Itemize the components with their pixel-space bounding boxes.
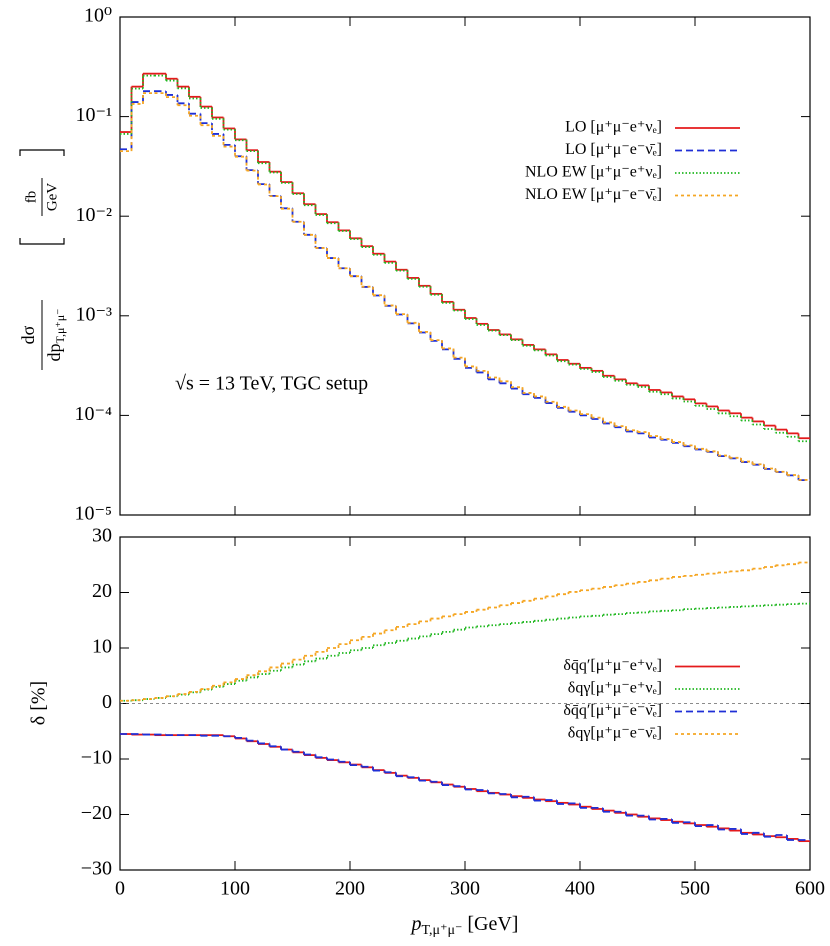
legend-label: δq̄q′[μ⁺μ⁻e⁺νₑ] xyxy=(563,657,662,674)
x-label-subscript: T,μ⁺μ⁻ xyxy=(422,923,463,938)
step-riser xyxy=(130,75,800,442)
step-riser xyxy=(130,562,800,701)
unit-denominator: GeV xyxy=(44,183,60,211)
x-tick-label: 300 xyxy=(450,878,480,900)
annotation: √s = 13 TeV, TGC setup xyxy=(175,373,368,395)
legend-label: LO [μ⁺μ⁻e⁻ν̄ₑ] xyxy=(565,141,662,158)
upper-frame xyxy=(119,16,811,516)
x-tick-label: 100 xyxy=(220,878,250,900)
y-tick-label: 10⁻¹ xyxy=(75,104,112,126)
y-tick-label: 10⁻³ xyxy=(75,303,112,325)
x-tick-label: 600 xyxy=(795,878,825,900)
y-label-d: dp xyxy=(44,343,64,361)
x-label-symbol: p xyxy=(410,913,422,935)
x-tick-label: 0 xyxy=(115,878,125,900)
x-tick-label: 400 xyxy=(565,878,595,900)
y-tick-label: 20 xyxy=(92,580,112,602)
legend-label: δqγ[μ⁺μ⁻e⁻ν̄ₑ] xyxy=(568,725,662,742)
legend-label: δqγ[μ⁺μ⁻e⁺νₑ] xyxy=(568,680,662,697)
y-label-numerator: dσ xyxy=(18,325,38,344)
x-tick-label: 500 xyxy=(680,878,710,900)
y-label-denominator: dpT,μ⁺μ⁻ xyxy=(44,309,67,362)
legend-label: NLO EW [μ⁺μ⁻e⁻ν̄ₑ] xyxy=(525,186,662,203)
y-tick-label: −20 xyxy=(81,802,112,824)
y-tick-label: 10 xyxy=(92,636,112,658)
y-tick-label: 10⁻⁴ xyxy=(74,403,112,425)
y-tick-label: 0 xyxy=(102,691,112,713)
y-tick-label: 30 xyxy=(92,525,112,547)
x-label: pT,μ⁺μ⁻ [GeV] xyxy=(410,913,519,939)
step-riser xyxy=(130,93,800,480)
legend-label: LO [μ⁺μ⁻e⁺νₑ] xyxy=(565,119,662,136)
y-tick-label: 10⁰ xyxy=(84,5,112,27)
step-riser xyxy=(130,91,800,481)
y-label-subscript: T,μ⁺μ⁻ xyxy=(53,309,67,344)
step-riser xyxy=(130,603,800,701)
legend-label: δq̄q′[μ⁺μ⁻e⁻ν̄ₑ] xyxy=(563,702,662,719)
upper-y-label: dσ dpT,μ⁺μ⁻ fb GeV xyxy=(18,149,67,370)
legend-label: NLO EW [μ⁺μ⁻e⁺νₑ] xyxy=(525,164,662,181)
unit-numerator: fb xyxy=(23,191,39,204)
x-label-unit: [GeV] xyxy=(462,913,518,935)
lower-y-label: δ [%] xyxy=(28,681,50,725)
step-riser xyxy=(142,734,788,841)
y-tick-label: −30 xyxy=(81,858,112,880)
unit-brackets xyxy=(19,149,65,245)
y-tick-label: 10⁻⁵ xyxy=(74,503,112,525)
y-tick-label: −10 xyxy=(81,747,112,769)
x-tick-label: 200 xyxy=(335,878,365,900)
y-tick-label: 10⁻² xyxy=(75,204,112,226)
